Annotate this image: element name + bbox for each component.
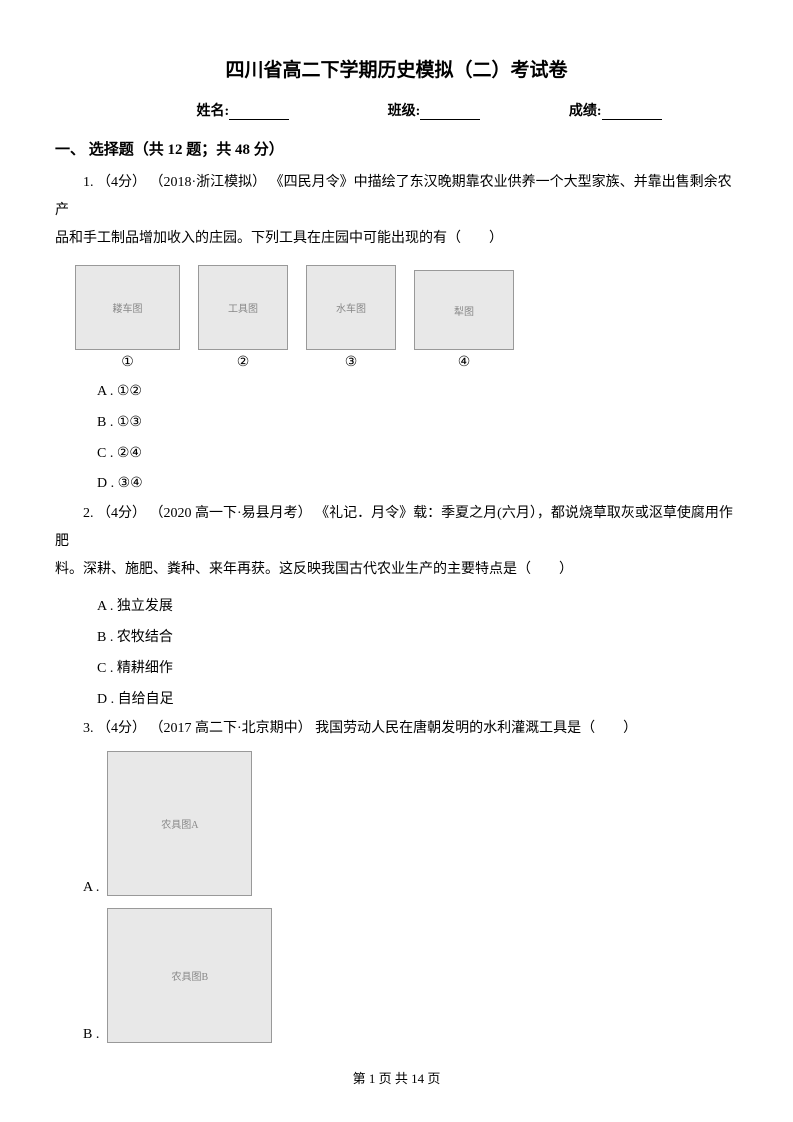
q1-img4-placeholder: 犁图 — [414, 270, 514, 350]
q1-images-row: 耧车图 ① 工具图 ② 水车图 ③ 犁图 ④ — [75, 265, 738, 371]
q2-option-b: B . 农牧结合 — [97, 623, 738, 654]
class-blank — [420, 104, 480, 120]
q2-text-line2: 料。深耕、施肥、粪种、来年再获。这反映我国古代农业生产的主要特点是（ ） — [55, 556, 738, 584]
q1-img3-placeholder: 水车图 — [306, 265, 396, 350]
q1-option-b: B . ①③ — [97, 408, 738, 439]
q1-image-3: 水车图 ③ — [306, 265, 396, 371]
q1-image-4: 犁图 ④ — [414, 270, 514, 371]
q3-opt-a-label: A . — [83, 880, 99, 896]
q3-opt-b-label: B . — [83, 1027, 99, 1043]
q1-img2-placeholder: 工具图 — [198, 265, 288, 350]
score-blank — [602, 104, 662, 120]
q3-text: 3. （4分） （2017 高二下·北京期中） 我国劳动人民在唐朝发明的水利灌溉… — [55, 715, 738, 743]
info-line: 姓名: 班级: 成绩: — [55, 100, 738, 120]
q1-image-2: 工具图 ② — [198, 265, 288, 371]
q2-option-a: A . 独立发展 — [97, 592, 738, 623]
q1-option-c: C . ②④ — [97, 439, 738, 470]
q1-text-line2: 品和手工制品增加收入的庄园。下列工具在庄园中可能出现的有（ ） — [55, 225, 738, 253]
q1-img4-label: ④ — [458, 354, 471, 371]
question-1: 1. （4分） （2018·浙江模拟） 《四民月令》中描绘了东汉晚期靠农业供养一… — [55, 169, 738, 253]
name-label: 姓名: — [196, 100, 229, 120]
q3-option-a-row: A . 农具图A — [83, 751, 738, 896]
q1-img1-label: ① — [121, 354, 134, 371]
name-blank — [229, 104, 289, 120]
q3-img-b-placeholder: 农具图B — [107, 908, 272, 1043]
q1-text-line1: 1. （4分） （2018·浙江模拟） 《四民月令》中描绘了东汉晚期靠农业供养一… — [55, 169, 738, 225]
question-2: 2. （4分） （2020 高一下·易县月考） 《礼记．月令》载：季夏之月(六月… — [55, 500, 738, 584]
q2-option-d: D . 自给自足 — [97, 685, 738, 716]
page-title: 四川省高二下学期历史模拟（二）考试卷 — [55, 55, 738, 82]
q2-text-line1: 2. （4分） （2020 高一下·易县月考） 《礼记．月令》载：季夏之月(六月… — [55, 500, 738, 556]
q1-option-d: D . ③④ — [97, 469, 738, 500]
q2-option-c: C . 精耕细作 — [97, 654, 738, 685]
q1-option-a: A . ①② — [97, 377, 738, 408]
question-3: 3. （4分） （2017 高二下·北京期中） 我国劳动人民在唐朝发明的水利灌溉… — [55, 715, 738, 743]
q3-option-b-row: B . 农具图B — [83, 908, 738, 1043]
section-header: 一、 选择题（共 12 题；共 48 分） — [55, 138, 738, 159]
q1-img3-label: ③ — [345, 354, 358, 371]
q1-img1-placeholder: 耧车图 — [75, 265, 180, 350]
q1-img2-label: ② — [237, 354, 250, 371]
q3-img-a-placeholder: 农具图A — [107, 751, 252, 896]
q1-image-1: 耧车图 ① — [75, 265, 180, 371]
page-footer: 第 1 页 共 14 页 — [0, 1068, 793, 1087]
score-label: 成绩: — [569, 100, 602, 120]
class-label: 班级: — [388, 100, 421, 120]
